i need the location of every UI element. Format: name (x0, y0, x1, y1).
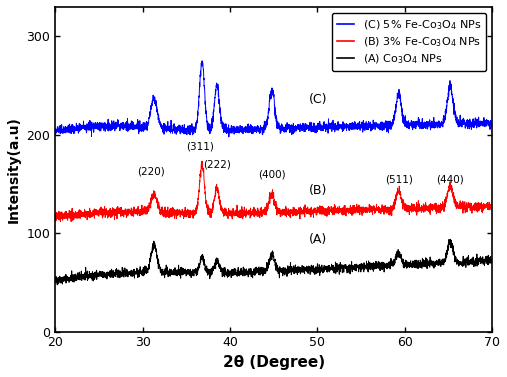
Legend: (C) 5% Fe-Co$_3$O$_4$ NPs, (B) 3% Fe-Co$_3$O$_4$ NPs, (A) Co$_3$O$_4$ NPs: (C) 5% Fe-Co$_3$O$_4$ NPs, (B) 3% Fe-Co$… (332, 12, 487, 71)
Text: (A): (A) (309, 233, 327, 246)
X-axis label: 2θ (Degree): 2θ (Degree) (223, 355, 324, 370)
Text: (511): (511) (385, 174, 413, 184)
Text: (440): (440) (436, 174, 464, 184)
Text: (222): (222) (203, 159, 231, 169)
Text: (311): (311) (187, 142, 214, 152)
Text: (B): (B) (309, 184, 327, 197)
Text: (C): (C) (309, 93, 327, 106)
Text: (220): (220) (137, 166, 165, 176)
Y-axis label: Intensity(a.u): Intensity(a.u) (7, 116, 21, 223)
Text: (400): (400) (258, 169, 286, 179)
